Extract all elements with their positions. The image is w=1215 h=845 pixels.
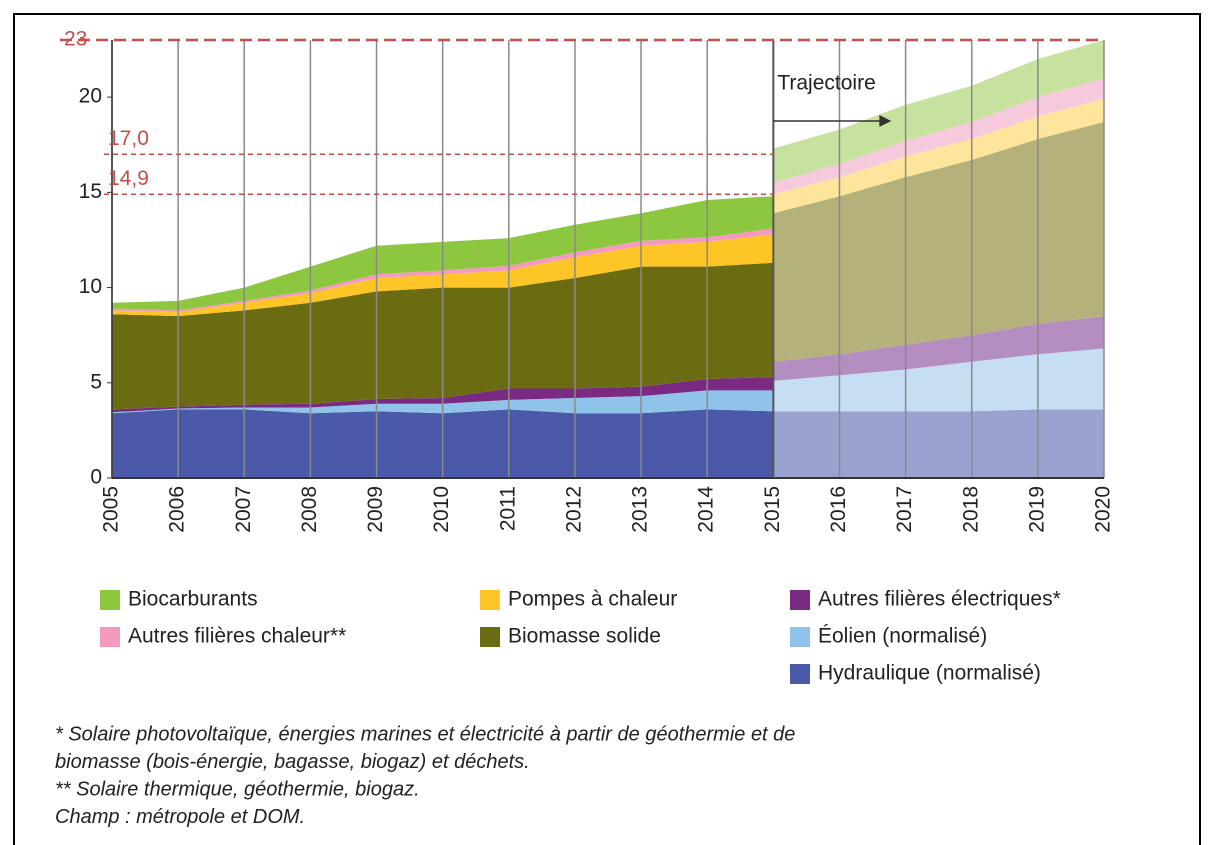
x-tick-label: 2013	[629, 486, 652, 533]
reference-label: 23	[64, 28, 87, 51]
arrow-head	[879, 115, 892, 127]
frame	[13, 13, 1201, 845]
legend-swatch	[480, 590, 500, 610]
area	[773, 121, 1104, 362]
legend-label: Hydraulique (normalisé)	[818, 662, 1041, 685]
legend-swatch	[480, 627, 500, 647]
area	[773, 78, 1104, 195]
footnote: Champ : métropole et DOM.	[55, 806, 305, 828]
x-tick-label: 2016	[827, 486, 850, 533]
legend-label: Biomasse solide	[508, 625, 661, 648]
footnote: biomasse (bois-énergie, bagasse, biogaz)…	[55, 751, 530, 773]
area	[773, 99, 1104, 214]
x-tick-label: 2006	[166, 486, 189, 533]
legend-label: Autres filières chaleur**	[128, 625, 346, 648]
area	[112, 390, 774, 414]
area	[773, 409, 1104, 478]
legend-label: Éolien (normalisé)	[818, 625, 987, 648]
x-tick-label: 2012	[562, 486, 585, 533]
area	[773, 40, 1104, 183]
x-tick-label: 2017	[893, 486, 916, 533]
x-tick-label: 2014	[695, 486, 718, 533]
x-tick-label: 2020	[1092, 486, 1115, 533]
x-tick-label: 2005	[100, 486, 123, 533]
reference-label: 17,0	[108, 127, 149, 150]
x-tick-label: 2019	[1025, 486, 1048, 533]
y-tick-label: 10	[79, 275, 102, 298]
x-tick-label: 2008	[298, 486, 321, 533]
legend-label: Biocarburants	[128, 588, 258, 611]
annotation-text: Trajectoire	[777, 72, 875, 95]
x-tick-label: 2010	[430, 486, 453, 533]
y-tick-label: 15	[79, 180, 102, 203]
x-tick-label: 2015	[761, 486, 784, 533]
legend-swatch	[790, 590, 810, 610]
x-tick-label: 2018	[959, 486, 982, 533]
x-tick-label: 2007	[232, 486, 255, 533]
x-tick-label: 2009	[364, 486, 387, 533]
area	[773, 348, 1104, 412]
legend-swatch	[790, 664, 810, 684]
footnote: * Solaire photovoltaïque, énergies marin…	[55, 723, 795, 745]
legend-label: Pompes à chaleur	[508, 588, 677, 611]
y-tick-label: 0	[90, 466, 102, 489]
legend-swatch	[100, 590, 120, 610]
footnote: ** Solaire thermique, géothermie, biogaz…	[55, 778, 420, 800]
area	[112, 228, 774, 313]
y-tick-label: 20	[79, 85, 102, 108]
y-tick-label: 5	[90, 370, 102, 393]
legend-swatch	[790, 627, 810, 647]
x-tick-label: 2011	[496, 486, 519, 531]
reference-label: 14,9	[108, 167, 149, 190]
legend-label: Autres filières électriques*	[818, 588, 1061, 611]
legend-swatch	[100, 627, 120, 647]
area	[773, 316, 1104, 381]
